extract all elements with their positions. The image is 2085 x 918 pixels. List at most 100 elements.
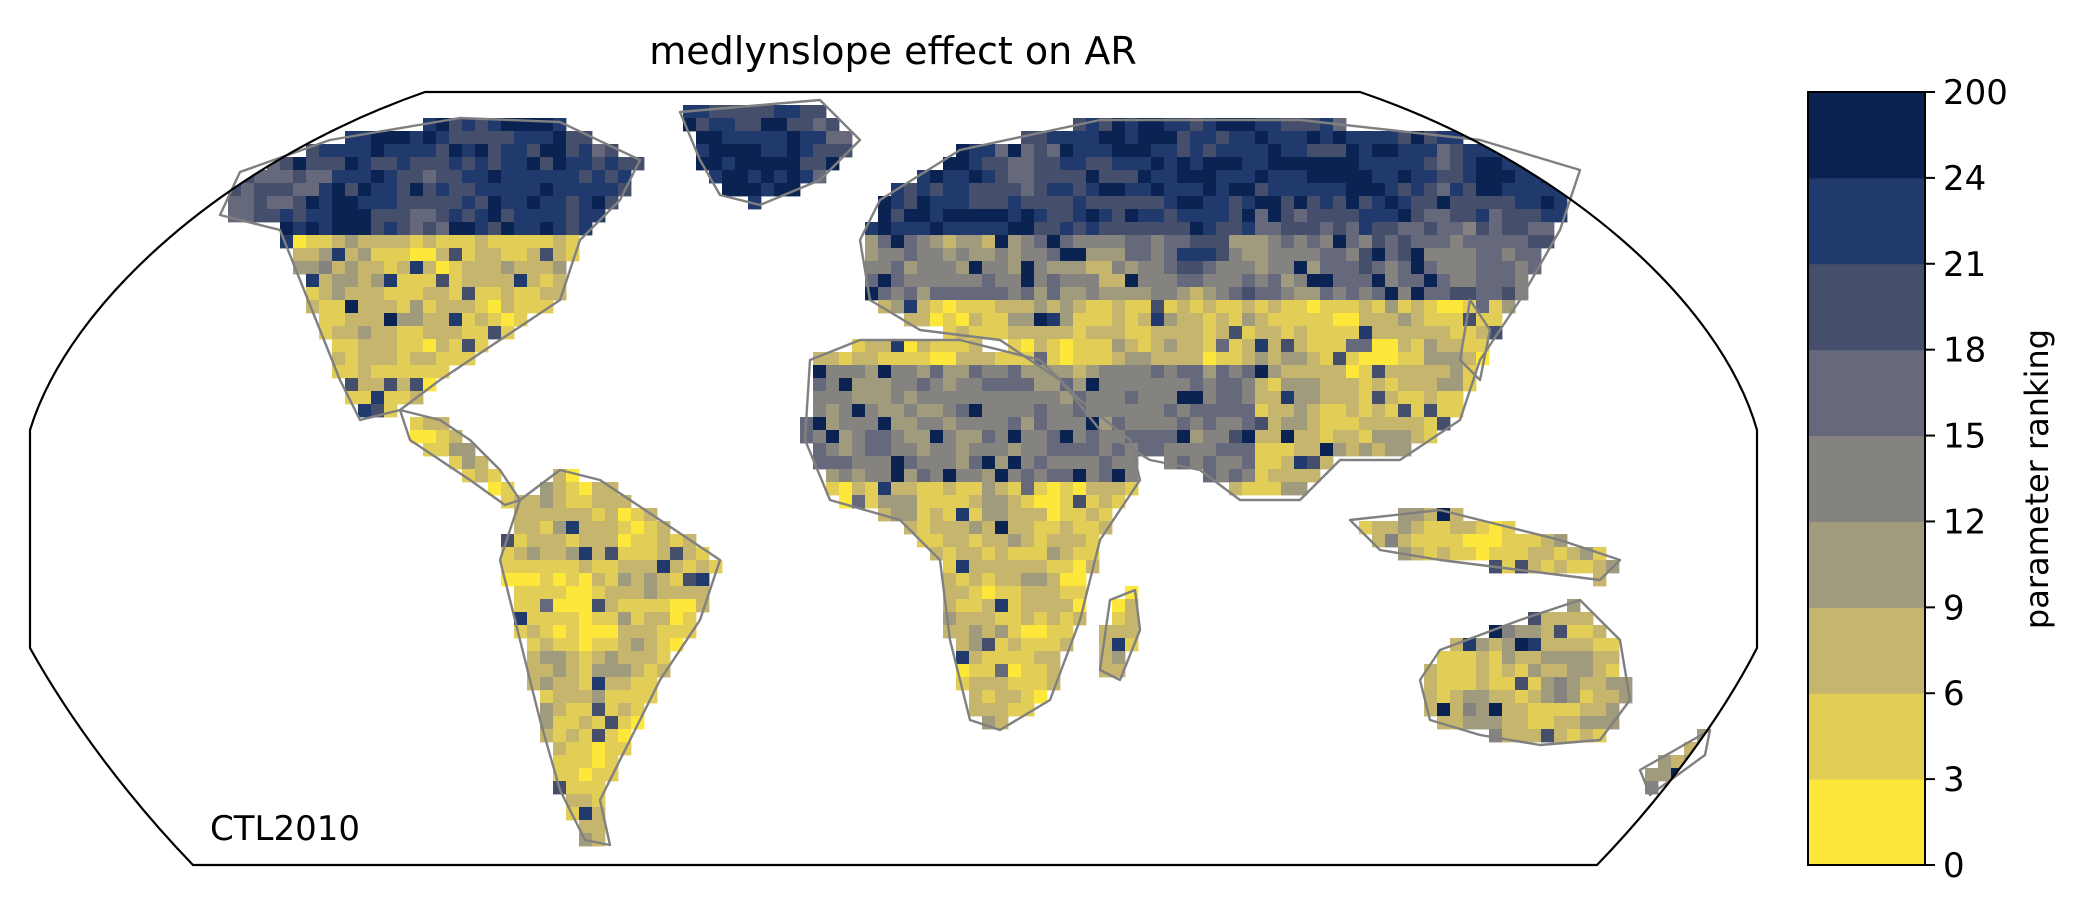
land-cell	[969, 365, 983, 379]
land-cell	[891, 495, 905, 509]
land-cell	[1450, 339, 1464, 353]
land-cell	[579, 716, 593, 730]
land-cell	[1398, 326, 1412, 340]
land-cell	[345, 378, 359, 392]
land-cell	[527, 599, 541, 613]
land-cell	[1398, 391, 1412, 405]
land-cell	[1476, 170, 1490, 184]
land-cell	[1060, 313, 1074, 327]
land-cell	[1359, 313, 1373, 327]
land-cell	[1229, 339, 1243, 353]
land-cell	[1294, 222, 1308, 236]
land-cell	[1164, 118, 1178, 132]
land-cell	[1281, 170, 1295, 184]
land-cell	[332, 339, 346, 353]
land-cell	[1242, 274, 1256, 288]
land-cell	[956, 495, 970, 509]
land-cell	[969, 651, 983, 665]
land-cell	[1385, 521, 1399, 535]
land-cell	[839, 443, 853, 457]
land-cell	[1138, 196, 1152, 210]
land-cell	[566, 677, 580, 691]
land-cell	[527, 248, 541, 262]
land-cell	[1385, 404, 1399, 418]
land-cell	[501, 170, 515, 184]
land-cell	[1138, 391, 1152, 405]
land-cell	[1099, 391, 1113, 405]
land-cell	[436, 313, 450, 327]
land-cell	[644, 651, 658, 665]
land-cell	[1073, 183, 1087, 197]
land-cell	[826, 131, 840, 145]
land-cell	[943, 417, 957, 431]
land-cell	[358, 274, 372, 288]
land-cell	[1099, 313, 1113, 327]
land-cell	[696, 118, 710, 132]
land-cell	[540, 521, 554, 535]
land-cell	[540, 651, 554, 665]
land-cell	[1593, 703, 1607, 717]
land-cell	[735, 183, 749, 197]
land-cell	[605, 183, 619, 197]
land-cell	[1515, 209, 1529, 223]
land-cell	[995, 573, 1009, 587]
land-cell	[397, 157, 411, 171]
land-cell	[1073, 287, 1087, 301]
land-cell	[1281, 118, 1295, 132]
land-cell	[1008, 248, 1022, 262]
land-cell	[956, 196, 970, 210]
land-cell	[1359, 430, 1373, 444]
land-cell	[969, 573, 983, 587]
land-cell	[1333, 209, 1347, 223]
land-cell	[1047, 170, 1061, 184]
land-cell	[397, 300, 411, 314]
land-cell	[1034, 508, 1048, 522]
land-cell	[397, 183, 411, 197]
land-cell	[501, 287, 515, 301]
land-cell	[930, 183, 944, 197]
land-cell	[943, 560, 957, 574]
land-cell	[1008, 521, 1022, 535]
land-cell	[891, 235, 905, 249]
land-cell	[553, 534, 567, 548]
land-cell	[293, 222, 307, 236]
land-cell	[1476, 690, 1490, 704]
land-cell	[995, 352, 1009, 366]
land-cell	[1216, 235, 1230, 249]
land-cell	[1450, 378, 1464, 392]
land-cell	[358, 391, 372, 405]
land-cell	[488, 209, 502, 223]
land-cell	[1060, 170, 1074, 184]
land-cell	[1359, 352, 1373, 366]
land-cell	[1372, 209, 1386, 223]
land-cell	[1060, 131, 1074, 145]
land-cell	[410, 378, 424, 392]
land-cell	[1489, 677, 1503, 691]
land-cell	[1112, 404, 1126, 418]
land-cell	[1307, 261, 1321, 275]
land-cell	[748, 170, 762, 184]
land-cell	[1229, 261, 1243, 275]
land-cell	[540, 560, 554, 574]
land-cell	[527, 534, 541, 548]
land-cell	[1177, 144, 1191, 158]
land-cell	[1242, 482, 1256, 496]
land-cell	[982, 352, 996, 366]
land-cell	[566, 508, 580, 522]
land-cell	[1021, 157, 1035, 171]
land-cell	[1125, 300, 1139, 314]
land-cell	[1281, 378, 1295, 392]
land-cell	[1021, 638, 1035, 652]
land-cell	[410, 417, 424, 431]
land-cell	[540, 534, 554, 548]
land-cell	[1437, 391, 1451, 405]
land-cell	[501, 560, 515, 574]
land-cell	[1060, 222, 1074, 236]
land-cell	[501, 274, 515, 288]
land-cell	[1073, 560, 1087, 574]
land-cell	[1255, 352, 1269, 366]
land-cell	[631, 573, 645, 587]
land-cell	[1177, 300, 1191, 314]
land-cell	[410, 352, 424, 366]
land-cell	[1190, 352, 1204, 366]
